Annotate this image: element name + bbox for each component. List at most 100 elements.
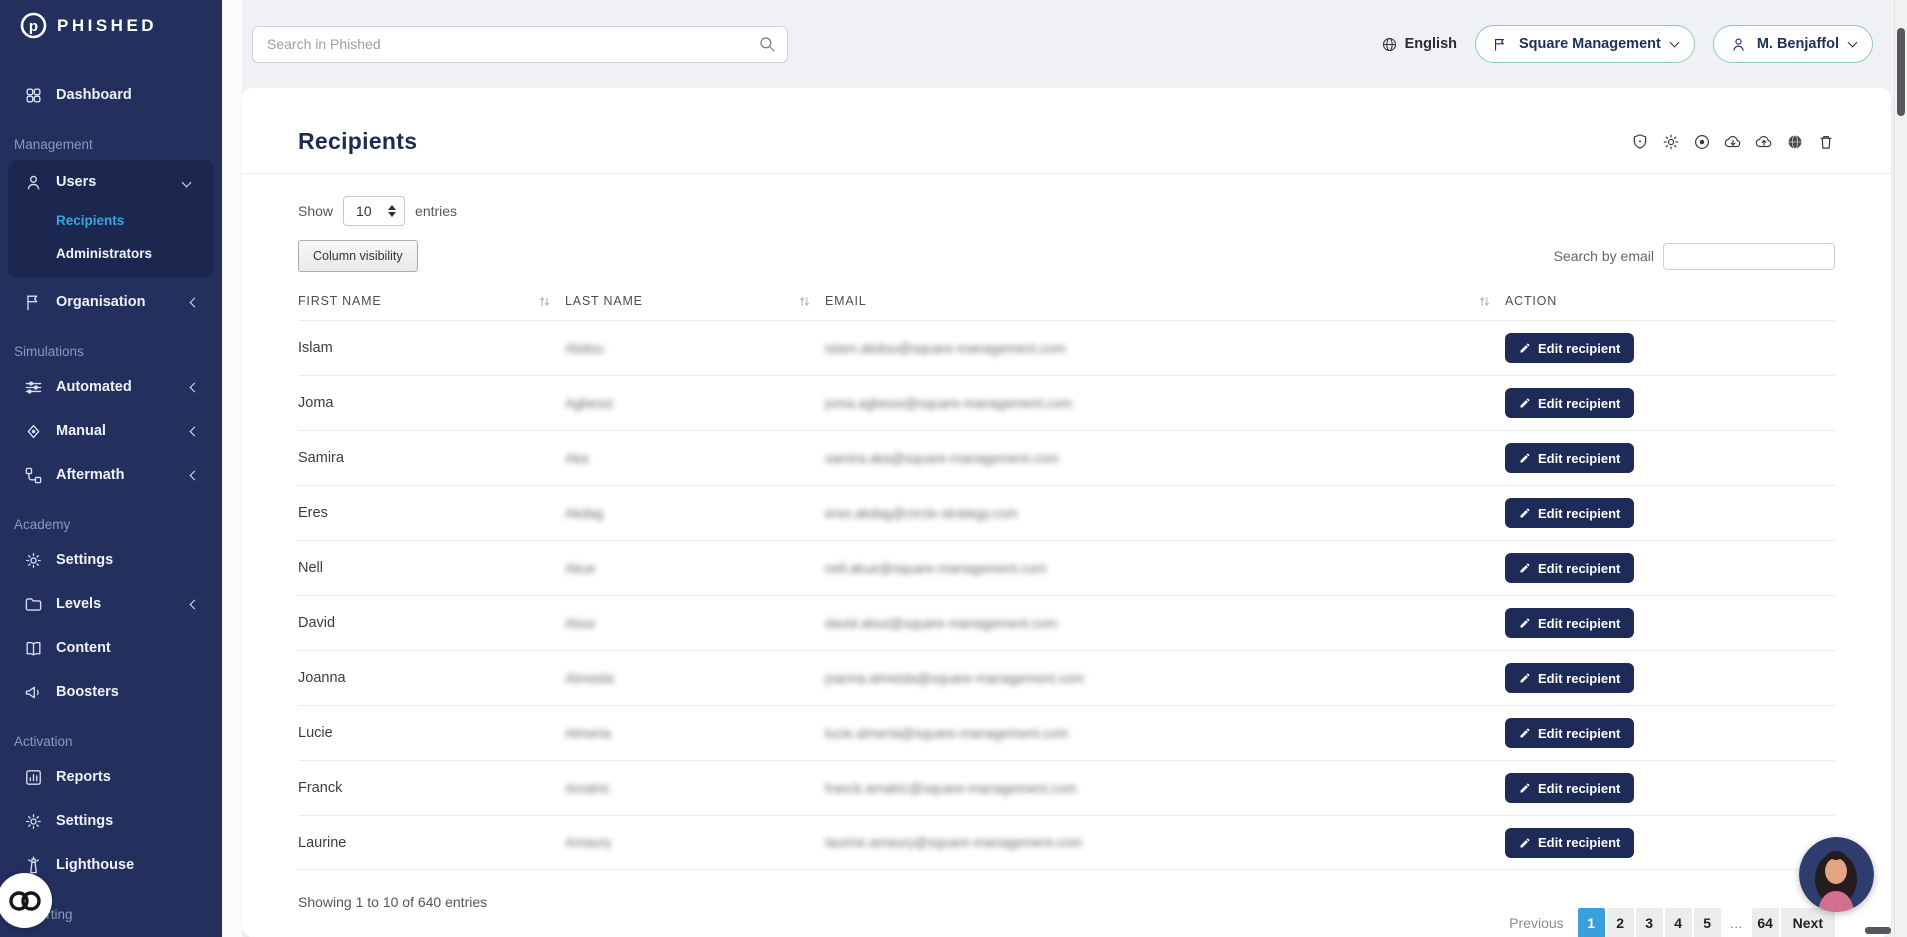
dashboard-icon: [26, 87, 41, 103]
folder-icon: [25, 597, 42, 611]
pagination-page-3[interactable]: 3: [1635, 908, 1663, 937]
sort-icon[interactable]: [538, 295, 551, 308]
shield-icon[interactable]: [1631, 133, 1649, 151]
header-last-name[interactable]: LAST NAME: [565, 288, 825, 320]
chevron-down-icon: [1669, 37, 1680, 48]
gear-icon[interactable]: [1662, 133, 1680, 151]
sidebar: p PHISHED Dashboard Management Users Rec…: [0, 0, 222, 937]
pagination-page-64[interactable]: 64: [1751, 908, 1779, 937]
sidebar-item-automated[interactable]: Automated: [0, 365, 222, 409]
user-menu[interactable]: M. Benjaffol: [1712, 25, 1873, 63]
first-name-cell: Laurine: [298, 834, 347, 851]
cloud-upload-icon[interactable]: [1755, 133, 1773, 151]
sidebar-item-settings-academy[interactable]: Settings: [0, 538, 222, 582]
entries-per-page-select[interactable]: 10: [343, 196, 406, 226]
svg-text:p: p: [29, 18, 38, 35]
sidebar-item-content[interactable]: Content: [0, 626, 222, 670]
support-chat-avatar[interactable]: [1799, 837, 1874, 912]
edit-recipient-button[interactable]: Edit recipient: [1505, 443, 1635, 473]
sidebar-item-settings-activation[interactable]: Settings: [0, 799, 222, 843]
chevron-down-icon: [181, 177, 192, 187]
trash-icon[interactable]: [1817, 133, 1835, 151]
sort-icon[interactable]: [1478, 295, 1491, 308]
widget-launcher-button[interactable]: [0, 873, 52, 928]
sidebar-item-dashboard[interactable]: Dashboard: [0, 73, 222, 117]
record-circle-icon[interactable]: [1693, 133, 1711, 151]
globe-dark-icon[interactable]: [1786, 133, 1804, 151]
entries-per-page-value: 10: [356, 203, 372, 219]
email-cell: franck.amalric@square-management.com: [825, 780, 1077, 796]
sidebar-item-levels[interactable]: Levels: [0, 582, 222, 626]
sidebar-item-administrators[interactable]: Administrators: [8, 237, 214, 270]
workspace-label: Square Management: [1519, 36, 1661, 52]
global-search: [252, 25, 788, 63]
workflow-icon: [25, 467, 42, 483]
email-cell: islam.abdou@square-management.com: [825, 340, 1066, 356]
section-academy: Academy: [14, 517, 71, 532]
edit-recipient-button[interactable]: Edit recipient: [1505, 773, 1635, 803]
edit-recipient-button[interactable]: Edit recipient: [1505, 553, 1635, 583]
section-simulations: Simulations: [14, 344, 84, 359]
table-header-row: FIRST NAME LAST NAME EMAIL ACTION: [298, 288, 1835, 320]
global-search-input[interactable]: [252, 25, 788, 63]
sidebar-item-recipients[interactable]: Recipients: [8, 204, 214, 237]
sidebar-item-label: Content: [56, 640, 111, 656]
pagination-page-2[interactable]: 2: [1606, 908, 1634, 937]
pencil-icon: [1520, 563, 1530, 573]
card-footer: Showing 1 to 10 of 640 entries Previous …: [242, 870, 1891, 937]
email-cell: joanna.almeida@square-management.com: [825, 670, 1085, 686]
pagination-page-5[interactable]: 5: [1693, 908, 1721, 937]
sidebar-item-reports[interactable]: Reports: [0, 755, 222, 799]
search-icon: [760, 36, 775, 51]
horizontal-scrollbar-thumb[interactable]: [1865, 927, 1891, 934]
topbar: English Square Management M. Benjaffol: [242, 0, 1907, 88]
sidebar-gutter: [222, 0, 242, 937]
pagination-page-4[interactable]: 4: [1664, 908, 1692, 937]
workspace-selector[interactable]: Square Management: [1475, 25, 1695, 63]
vertical-scrollbar[interactable]: [1894, 0, 1907, 937]
pencil-icon: [1520, 618, 1530, 628]
search-by-email-input[interactable]: [1663, 242, 1835, 270]
table-row: David Aloui david.aloui@square-managemen…: [298, 595, 1835, 650]
link-icon: [8, 890, 41, 911]
pencil-icon: [1520, 508, 1530, 518]
sliders-icon: [25, 380, 42, 394]
user-label: M. Benjaffol: [1756, 36, 1839, 52]
sidebar-item-lighthouse[interactable]: Lighthouse: [0, 843, 222, 887]
flag-icon: [27, 294, 38, 310]
edit-recipient-button[interactable]: Edit recipient: [1505, 827, 1635, 858]
pencil-icon: [1520, 398, 1530, 408]
email-cell: david.aloui@square-management.com: [825, 615, 1058, 631]
sidebar-item-manual[interactable]: Manual: [0, 409, 222, 453]
header-first-name[interactable]: FIRST NAME: [298, 288, 565, 320]
topbar-right: English Square Management M. Benjaffol: [1381, 25, 1873, 63]
header-email[interactable]: EMAIL: [825, 288, 1505, 320]
scrollbar-thumb[interactable]: [1897, 28, 1905, 116]
pagination-previous[interactable]: Previous: [1509, 915, 1564, 931]
edit-recipient-button[interactable]: Edit recipient: [1505, 498, 1635, 528]
sidebar-item-boosters[interactable]: Boosters: [0, 670, 222, 714]
cloud-download-icon[interactable]: [1724, 133, 1742, 151]
edit-recipient-button[interactable]: Edit recipient: [1505, 608, 1635, 638]
sidebar-item-organisation[interactable]: Organisation: [0, 280, 222, 324]
sidebar-item-label: Reports: [56, 769, 111, 785]
first-name-cell: Islam: [298, 340, 333, 356]
column-visibility-button[interactable]: Column visibility: [298, 240, 418, 272]
pagination-next[interactable]: Next: [1780, 908, 1835, 937]
email-cell: joma.agbessi@square-management.com: [825, 395, 1073, 411]
bar-chart-icon: [26, 769, 41, 785]
edit-recipient-button[interactable]: Edit recipient: [1505, 718, 1635, 748]
table-row: Joma Agbessi joma.agbessi@square-managem…: [298, 375, 1835, 430]
sidebar-item-users[interactable]: Users: [8, 160, 214, 204]
search-by-email-label: Search by email: [1553, 248, 1654, 264]
sidebar-item-label: Levels: [56, 596, 102, 612]
edit-recipient-button[interactable]: Edit recipient: [1505, 388, 1635, 418]
edit-recipient-button[interactable]: Edit recipient: [1505, 333, 1635, 363]
sidebar-item-aftermath[interactable]: Aftermath: [0, 453, 222, 497]
last-name-cell: Amalric: [565, 780, 611, 796]
table-row: Samira Aka samira.aka@square-management.…: [298, 430, 1835, 485]
pagination-page-1[interactable]: 1: [1577, 908, 1605, 937]
language-selector[interactable]: English: [1381, 36, 1457, 53]
sort-icon[interactable]: [798, 295, 811, 308]
edit-recipient-button[interactable]: Edit recipient: [1505, 663, 1635, 693]
